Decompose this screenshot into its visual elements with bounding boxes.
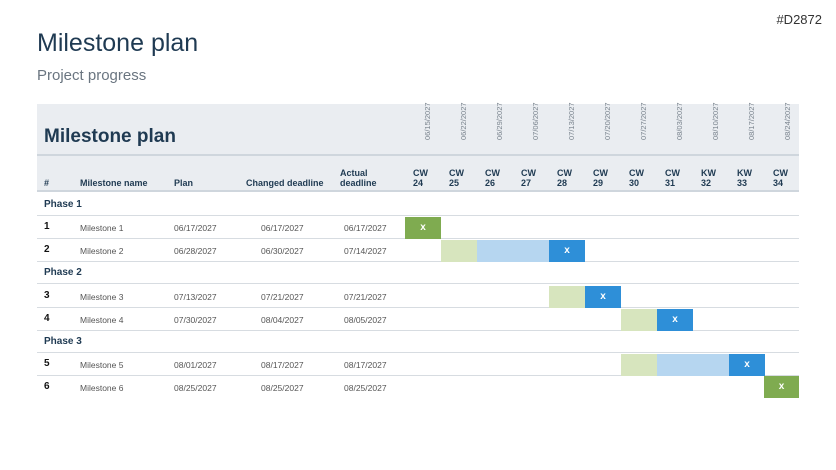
calendar-week-label: CW 34 — [773, 168, 788, 188]
column-header-changed: Changed deadline — [246, 178, 324, 188]
week-date: 08/17/2027 — [747, 102, 756, 140]
page-subtitle: Project progress — [37, 67, 147, 84]
milestone-marker: x — [405, 217, 441, 239]
week-date: 06/15/2027 — [423, 102, 432, 140]
phase-header: Phase 1 — [37, 194, 799, 216]
column-header-row — [37, 154, 799, 192]
table-row: 2 Milestone 2 06/28/2027 06/30/2027 07/1… — [37, 239, 799, 262]
original-plan-bar — [621, 309, 657, 331]
table-header-band — [37, 104, 799, 154]
week-date: 07/13/2027 — [567, 102, 576, 140]
column-header-name: Milestone name — [80, 178, 148, 188]
delay-bar — [657, 354, 729, 376]
table-title: Milestone plan — [44, 126, 176, 147]
document-id: #D2872 — [776, 12, 822, 27]
page-title: Milestone plan — [37, 29, 199, 57]
delay-bar — [477, 240, 549, 262]
original-plan-bar — [621, 354, 657, 376]
original-plan-bar — [441, 240, 477, 262]
table-row: 3 Milestone 3 07/13/2027 07/21/2027 07/2… — [37, 285, 799, 308]
calendar-week-label: CW 26 — [485, 168, 500, 188]
milestone-marker: x — [729, 354, 765, 376]
calendar-week-label: CW 29 — [593, 168, 608, 188]
milestone-marker: x — [585, 286, 621, 308]
milestone-marker: x — [764, 376, 799, 398]
calendar-week-label: CW 25 — [449, 168, 464, 188]
calendar-week-label: KW 33 — [737, 168, 752, 188]
calendar-week-label: CW 28 — [557, 168, 572, 188]
phase-header: Phase 3 — [37, 331, 799, 353]
column-header-actual: Actual deadline — [340, 168, 377, 188]
table-row: 5 Milestone 5 08/01/2027 08/17/2027 08/1… — [37, 353, 799, 376]
week-date: 08/24/2027 — [783, 102, 792, 140]
calendar-week-label: CW 31 — [665, 168, 680, 188]
milestone-marker: x — [657, 309, 693, 331]
week-date: 08/03/2027 — [675, 102, 684, 140]
table-row: 6 Milestone 6 08/25/2027 08/25/2027 08/2… — [44, 381, 387, 393]
week-date: 06/22/2027 — [459, 102, 468, 140]
calendar-week-label: KW 32 — [701, 168, 716, 188]
original-plan-bar — [549, 286, 585, 308]
table-row: 4 Milestone 4 07/30/2027 08/04/2027 08/0… — [37, 308, 799, 331]
week-date: 07/20/2027 — [603, 102, 612, 140]
calendar-week-label: CW 27 — [521, 168, 536, 188]
phase-header: Phase 2 — [37, 262, 799, 284]
week-date: 06/29/2027 — [495, 102, 504, 140]
column-header-plan: Plan — [174, 178, 194, 188]
week-date: 07/27/2027 — [639, 102, 648, 140]
calendar-week-label: CW 24 — [413, 168, 428, 188]
milestone-marker: x — [549, 240, 585, 262]
week-date: 07/06/2027 — [531, 102, 540, 140]
week-date: 08/10/2027 — [711, 102, 720, 140]
calendar-week-label: CW 30 — [629, 168, 644, 188]
column-header-num: # — [44, 178, 50, 188]
